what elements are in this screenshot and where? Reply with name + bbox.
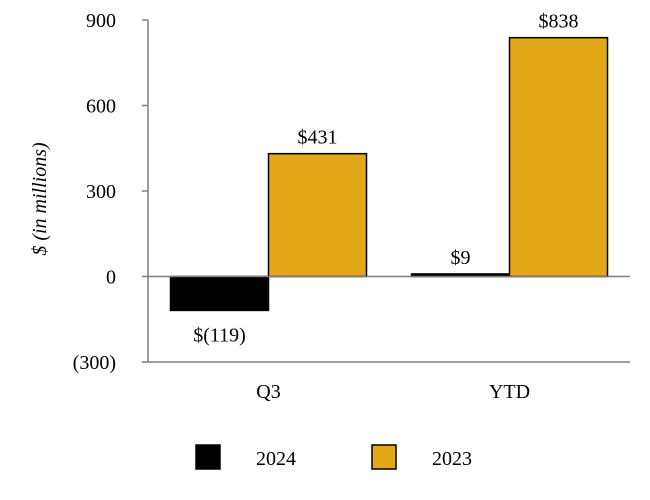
legend-swatch-2023 xyxy=(371,444,397,470)
data-label-2023-ytd: $838 xyxy=(539,11,579,33)
y-axis: 900 600 300 0 (300) $ (in millions) xyxy=(29,10,149,374)
legend-label-2023: 2023 xyxy=(432,448,472,470)
y-axis-label: $ (in millions) xyxy=(29,142,51,256)
bar-2024-q3 xyxy=(169,275,270,312)
category-label-ytd: YTD xyxy=(489,381,530,403)
bars xyxy=(169,36,609,312)
data-label-2023-q3: $431 xyxy=(298,127,338,149)
category-labels: Q3 YTD xyxy=(256,381,530,403)
legend-label-2024: 2024 xyxy=(256,448,296,470)
y-tick-label: 900 xyxy=(86,10,116,32)
legend: 2024 2023 xyxy=(195,444,472,470)
y-tick-label: 600 xyxy=(86,96,116,118)
category-label-q3: Q3 xyxy=(256,381,280,403)
y-tick-label: 0 xyxy=(106,267,116,289)
bar-2023-q3 xyxy=(267,152,368,278)
data-label-2024-ytd: $9 xyxy=(451,247,471,269)
bar-2023-ytd xyxy=(508,36,609,278)
data-labels: $(119) $431 $9 $838 xyxy=(193,11,578,347)
y-tick-label: 300 xyxy=(86,181,116,203)
data-label-2024-q3: $(119) xyxy=(193,324,246,346)
y-tick-label: (300) xyxy=(73,352,116,374)
legend-swatch-2024 xyxy=(195,444,221,470)
